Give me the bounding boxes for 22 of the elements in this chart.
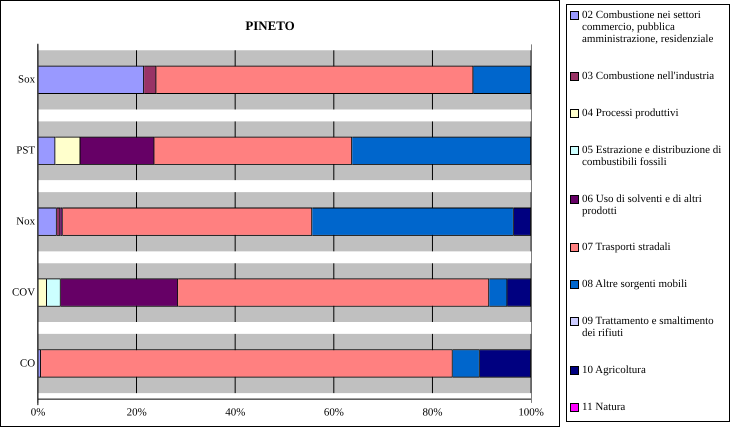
x-tick-label: 100% xyxy=(518,406,544,418)
x-tick-label: 40% xyxy=(225,406,246,418)
chart-title: PINETO xyxy=(245,18,295,34)
x-tick-label: 60% xyxy=(324,406,344,418)
legend-label: 09 Trattamento e smaltimento dei rifiuti xyxy=(582,315,715,340)
legend-label: 08 Altre sorgenti mobili xyxy=(582,278,688,290)
y-tick-label: Nox xyxy=(16,216,36,228)
legend-label: 03 Combustione nell'industria xyxy=(582,70,714,82)
legend-label: 07 Trasporti stradali xyxy=(582,241,671,254)
y-tick-label: PST xyxy=(16,144,36,157)
legend-label: 04 Processi produttivi xyxy=(582,106,679,119)
x-tick-label: 20% xyxy=(126,406,147,418)
legend-label: 02 Combustione nei settori commercio, pubblica amministrazione, residenziale xyxy=(582,9,714,45)
x-tick-label: 80% xyxy=(422,406,443,418)
legend-label: 11 Natura xyxy=(582,400,626,413)
legend-label: 06 Uso di solventi e di altri prodotti xyxy=(582,192,703,216)
legend-label: 10 Agricoltura xyxy=(582,364,646,376)
y-tick-label: COV xyxy=(12,286,36,298)
x-tick-label: 0% xyxy=(30,406,46,418)
y-tick-label: Sox xyxy=(18,74,36,86)
legend-label: 05 Estrazione e distribuzione di combustibili fossili xyxy=(582,144,722,168)
y-tick-label: CO xyxy=(20,357,36,370)
